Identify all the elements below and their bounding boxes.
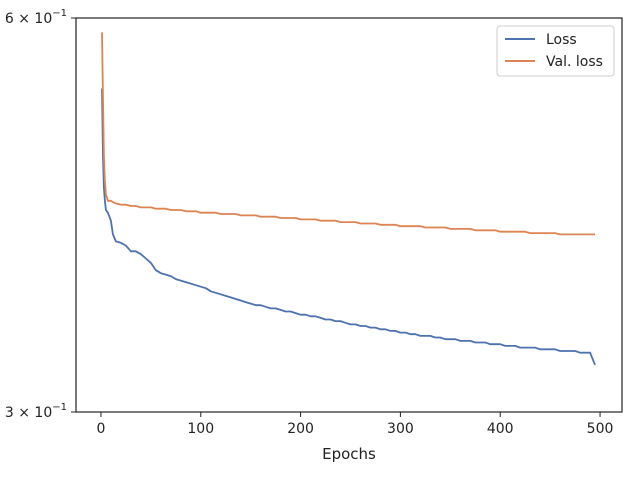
x-tick-label: 300 — [387, 421, 414, 437]
y-tick-label: 6 × 10−1 — [5, 8, 67, 27]
series-line-loss — [101, 88, 596, 366]
x-tick-label: 0 — [96, 421, 105, 437]
y-axis-ticks: 3 × 10−1 6 × 10−1 — [5, 8, 76, 421]
legend-label-val-loss: Val. loss — [546, 54, 603, 70]
series-line-val-loss — [101, 32, 595, 236]
x-tick-label: 100 — [187, 421, 214, 437]
plot-background — [76, 18, 622, 412]
x-tick-label: 400 — [487, 421, 514, 437]
series-layer — [101, 32, 596, 366]
y-tick-label: 3 × 10−1 — [5, 402, 67, 421]
x-axis-ticks: 0 100 200 300 400 500 — [96, 412, 613, 437]
legend[interactable]: Loss Val. loss — [496, 25, 615, 77]
plot-frame — [75, 17, 623, 413]
x-tick-label: 500 — [587, 421, 614, 437]
x-axis-title: Epochs — [322, 445, 376, 463]
legend-label-loss: Loss — [546, 32, 577, 48]
x-tick-label: 200 — [287, 421, 314, 437]
